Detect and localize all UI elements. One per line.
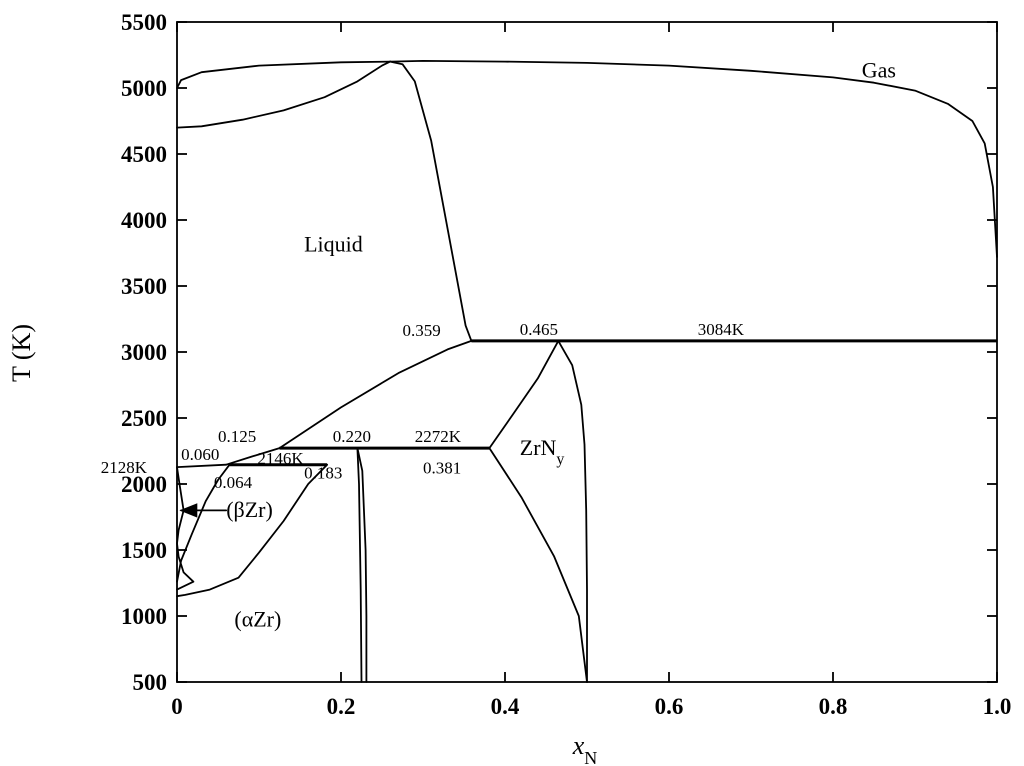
curve-liquidus-low bbox=[225, 447, 281, 466]
curve-betaZr-alphaZr-left bbox=[176, 463, 231, 583]
y-tick-label: 5500 bbox=[121, 10, 167, 35]
annotation-label: 0.064 bbox=[214, 473, 253, 492]
x-tick-label: 0 bbox=[171, 694, 183, 719]
curve-betaZr-alphaZr-right bbox=[176, 463, 328, 598]
curve-liquidus-ZrNy bbox=[389, 60, 473, 342]
y-tick-label: 3000 bbox=[121, 340, 167, 365]
y-tick-label: 1000 bbox=[121, 604, 167, 629]
y-axis-title: T (K) bbox=[7, 324, 36, 382]
annotation-label: 0.465 bbox=[520, 320, 558, 339]
annotation-label: 0.381 bbox=[423, 458, 461, 477]
annotation-label: (βZr) bbox=[226, 497, 273, 522]
x-axis-title-sub: N bbox=[584, 748, 597, 766]
annotation-label: Liquid bbox=[304, 232, 363, 257]
annotation-label: 0.060 bbox=[181, 445, 219, 464]
curve-ZrNy-right bbox=[557, 340, 588, 683]
curve-alphaZr-solvus-outer bbox=[356, 447, 368, 683]
annotation-label: 0.183 bbox=[304, 464, 342, 483]
phase-boundary-curves bbox=[176, 60, 998, 683]
annotation-label: 0.125 bbox=[218, 427, 256, 446]
x-tick-label: 1.0 bbox=[983, 694, 1012, 719]
curve-gas-lower-boundary bbox=[176, 60, 392, 129]
curve-liquid-left-edge bbox=[176, 463, 228, 468]
y-tick-label: 4500 bbox=[121, 142, 167, 167]
annotation-label: 0.220 bbox=[333, 427, 371, 446]
curve-liquidus-betaZr bbox=[278, 340, 473, 449]
y-tick-label: 4000 bbox=[121, 208, 167, 233]
annotation-label: 3084K bbox=[698, 320, 745, 339]
x-axis-title-main: x bbox=[572, 731, 585, 760]
x-tick-label: 0.4 bbox=[491, 694, 520, 719]
zrny-main: ZrN bbox=[520, 435, 557, 460]
y-tick-label: 500 bbox=[133, 670, 168, 695]
annotation-label: 2146K bbox=[257, 449, 304, 468]
y-tick-label: 2000 bbox=[121, 472, 167, 497]
x-tick-label: 0.2 bbox=[327, 694, 356, 719]
annotation-label: Gas bbox=[862, 57, 896, 82]
zrny-sub: y bbox=[556, 450, 564, 467]
curve-betaZr-solvus bbox=[176, 466, 195, 591]
x-tick-label: 0.6 bbox=[655, 694, 684, 719]
curve-ZrNy-left bbox=[488, 340, 560, 449]
x-axis-title: xN bbox=[572, 731, 598, 766]
y-tick-label: 1500 bbox=[121, 538, 167, 563]
annotation-label: 0.359 bbox=[403, 321, 441, 340]
y-tick-label: 5000 bbox=[121, 76, 167, 101]
x-axis-ticks: 0 0.2 0.4 0.6 0.8 1.0 bbox=[171, 22, 1011, 719]
y-tick-label: 2500 bbox=[121, 406, 167, 431]
y-axis-ticks: 500 1000 1500 2000 2500 3000 3500 4000 4500 5000 5… bbox=[121, 10, 997, 695]
isotherm-lines bbox=[229, 339, 997, 467]
curve-ZrNy-lower-left bbox=[488, 447, 588, 683]
x-tick-label: 0.8 bbox=[819, 694, 848, 719]
region-label-zrny: ZrNy bbox=[520, 435, 565, 468]
curve-gas-upper-boundary bbox=[176, 60, 998, 258]
y-tick-label: 3500 bbox=[121, 274, 167, 299]
annotation-label: (αZr) bbox=[234, 607, 281, 632]
annotation-label: 2272K bbox=[415, 427, 462, 446]
curve-alphaZr-solvus-inner bbox=[356, 447, 363, 683]
annotation-label: 2128K bbox=[101, 458, 148, 477]
